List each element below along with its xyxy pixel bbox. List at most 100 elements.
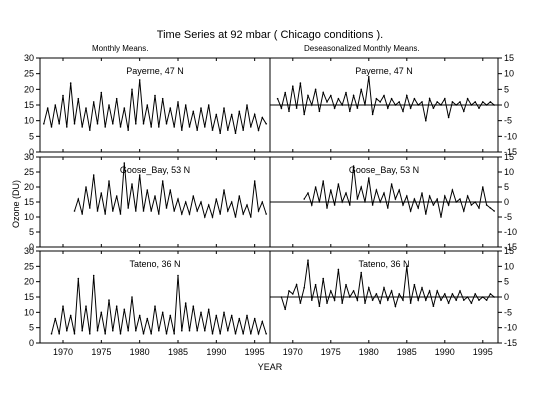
- data-point: [478, 299, 480, 301]
- data-point: [112, 123, 114, 125]
- y-tick-label: 30: [24, 53, 34, 63]
- data-point: [135, 210, 137, 212]
- data-point: [127, 329, 129, 332]
- data-point: [314, 283, 317, 286]
- data-point: [223, 189, 225, 191]
- x-tick-label: 1980: [130, 347, 150, 357]
- y-tick-label: -10: [504, 131, 517, 141]
- x-tick-label: 1990: [435, 347, 455, 357]
- data-point: [451, 293, 454, 295]
- data-point: [413, 198, 416, 200]
- y-tick-label: 0: [29, 242, 34, 252]
- y-tick-label: 0: [29, 147, 34, 157]
- data-point: [81, 213, 83, 215]
- data-point: [169, 314, 172, 317]
- data-point: [390, 290, 393, 292]
- data-point: [402, 204, 404, 206]
- y-tick-label: 10: [504, 69, 514, 79]
- data-point: [288, 290, 290, 292]
- data-point: [219, 333, 221, 335]
- data-point: [150, 126, 152, 128]
- data-point: [265, 123, 268, 125]
- data-point: [341, 201, 344, 203]
- data-point: [119, 333, 122, 335]
- data-point: [493, 104, 496, 106]
- data-point: [158, 329, 160, 332]
- data-point: [432, 107, 435, 109]
- data-point: [451, 189, 454, 191]
- data-point: [436, 290, 439, 292]
- data-point: [482, 101, 484, 103]
- data-point: [409, 107, 412, 109]
- data-point: [81, 329, 83, 332]
- data-point: [428, 195, 431, 197]
- data-point: [158, 213, 160, 215]
- data-point: [207, 204, 210, 206]
- data-point: [375, 293, 378, 295]
- data-point: [215, 113, 218, 116]
- data-point: [493, 296, 496, 298]
- data-point: [215, 198, 218, 200]
- data-point: [406, 265, 408, 268]
- panel-left-top: 0 5 10 15 20 25 30 Payerne, 47 N: [24, 53, 271, 157]
- data-point: [253, 113, 256, 116]
- y-tick-label: 5: [29, 323, 34, 333]
- x-tick-label: 1970: [53, 347, 73, 357]
- data-point: [409, 302, 412, 304]
- data-point: [58, 123, 60, 125]
- data-point: [108, 180, 110, 182]
- data-point: [177, 274, 179, 277]
- data-point: [161, 180, 164, 182]
- data-point: [459, 101, 461, 103]
- data-point: [489, 207, 492, 209]
- data-point: [466, 97, 469, 100]
- data-point: [115, 97, 118, 100]
- data-point: [219, 213, 221, 215]
- station-label: Payerne, 47 N: [126, 66, 184, 76]
- data-point: [181, 129, 183, 131]
- x-tick-label: 1985: [168, 347, 188, 357]
- data-point: [466, 195, 469, 197]
- data-point: [318, 305, 321, 308]
- data-point: [371, 204, 374, 206]
- y-tick-label: 0: [504, 100, 509, 110]
- data-point: [131, 296, 133, 298]
- data-point: [73, 123, 76, 125]
- y-tick-label: 10: [24, 116, 34, 126]
- station-label: Tateno, 36 N: [129, 259, 180, 269]
- data-point: [466, 296, 469, 298]
- data-point: [444, 97, 446, 100]
- y-tick-label: 15: [504, 152, 514, 162]
- data-point: [303, 287, 306, 289]
- data-point: [142, 210, 145, 212]
- data-point: [192, 110, 195, 113]
- data-point: [165, 333, 168, 335]
- station-label: Tateno, 36 N: [358, 259, 409, 269]
- data-point: [184, 201, 187, 203]
- data-point: [246, 314, 248, 317]
- data-point: [89, 129, 91, 131]
- y-tick-label: 20: [24, 277, 34, 287]
- data-point: [387, 207, 389, 209]
- y-tick-label: 5: [504, 277, 509, 287]
- data-point: [66, 329, 68, 332]
- y-tick-label: 5: [29, 131, 34, 141]
- data-point: [288, 110, 290, 113]
- y-tick-label: -10: [504, 227, 517, 237]
- data-point: [333, 299, 336, 301]
- data-point: [432, 204, 435, 206]
- data-point: [123, 162, 126, 164]
- y-tick-label: -5: [504, 307, 512, 317]
- y-tick-label: 25: [24, 167, 34, 177]
- data-point: [242, 129, 244, 131]
- data-point: [455, 104, 458, 106]
- data-point: [482, 296, 484, 298]
- data-point: [62, 94, 64, 97]
- data-point: [104, 126, 106, 128]
- data-point: [150, 333, 152, 335]
- data-point: [66, 126, 68, 128]
- data-point: [96, 123, 99, 125]
- y-tick-label: 10: [504, 261, 514, 271]
- data-point: [138, 314, 141, 317]
